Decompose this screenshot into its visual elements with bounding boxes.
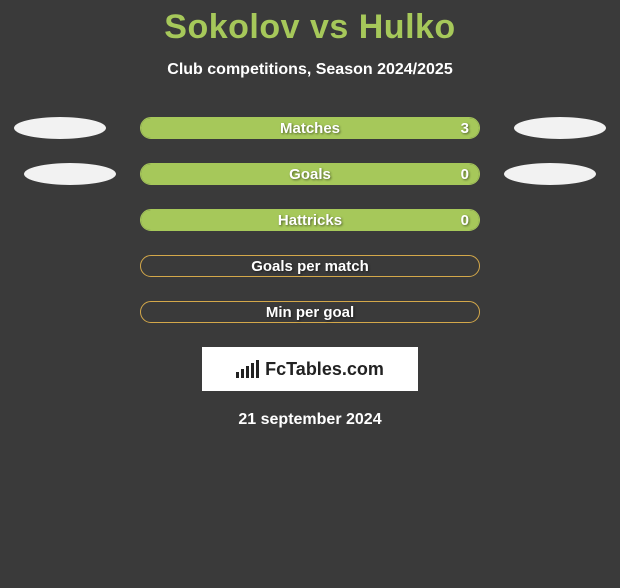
stat-row: Min per goal [0, 301, 620, 323]
right-ellipse [504, 163, 596, 185]
logo-text: FcTables.com [265, 359, 384, 380]
logo-box: FcTables.com [202, 347, 418, 391]
left-ellipse [14, 117, 106, 139]
stat-bar: Matches 3 [140, 117, 480, 139]
stat-row: Matches 3 [0, 117, 620, 139]
stat-label: Matches [280, 120, 340, 137]
stat-value: 3 [461, 120, 469, 137]
stat-value: 0 [461, 212, 469, 229]
stat-label: Min per goal [266, 304, 354, 321]
logo-bar [241, 369, 244, 378]
stat-label: Goals per match [251, 258, 369, 275]
stat-bar: Hattricks 0 [140, 209, 480, 231]
stat-label: Goals [289, 166, 331, 183]
logo-bar [246, 366, 249, 378]
stat-row: Hattricks 0 [0, 209, 620, 231]
stat-bar: Min per goal [140, 301, 480, 323]
stat-row: Goals per match [0, 255, 620, 277]
logo-chart-icon [236, 360, 259, 378]
logo-bar [236, 372, 239, 378]
stat-value: 0 [461, 166, 469, 183]
stat-rows: Matches 3 Goals 0 Hattricks 0 Goals per match M… [0, 117, 620, 323]
date-text: 21 september 2024 [0, 411, 620, 429]
stat-bar: Goals 0 [140, 163, 480, 185]
logo: FcTables.com [236, 359, 384, 380]
left-ellipse [24, 163, 116, 185]
logo-bar [251, 363, 254, 378]
stat-row: Goals 0 [0, 163, 620, 185]
stat-bar: Goals per match [140, 255, 480, 277]
logo-bar [256, 360, 259, 378]
subtitle: Club competitions, Season 2024/2025 [0, 61, 620, 79]
stat-label: Hattricks [278, 212, 342, 229]
page-title: Sokolov vs Hulko [0, 8, 620, 47]
right-ellipse [514, 117, 606, 139]
